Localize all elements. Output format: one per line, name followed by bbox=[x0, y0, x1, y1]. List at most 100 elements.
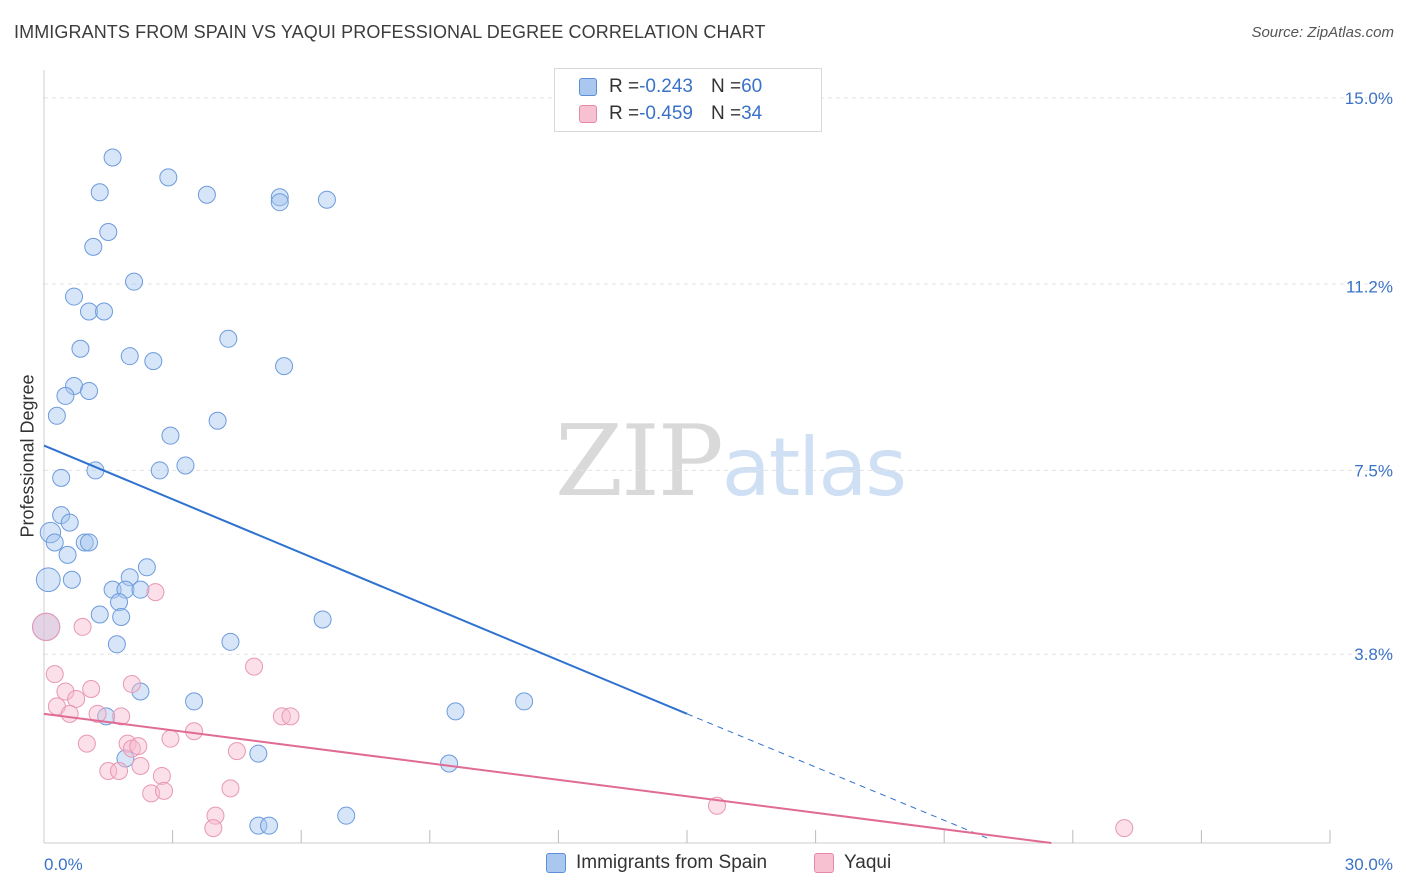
spain-point bbox=[440, 754, 459, 773]
y-tick-label: 7.5% bbox=[1354, 461, 1393, 480]
spain-point bbox=[45, 533, 64, 552]
legend-row-yaqui: R = -0.459 N = 34 bbox=[555, 100, 762, 128]
spain-trend-extension bbox=[686, 713, 988, 839]
spain-point bbox=[103, 148, 122, 167]
x-tick-label: 30.0% bbox=[1345, 855, 1393, 874]
spain-point bbox=[80, 302, 99, 321]
yaqui-point bbox=[146, 583, 165, 602]
legend-r-label: R = bbox=[609, 76, 640, 97]
yaqui-point bbox=[281, 707, 300, 726]
spain-point bbox=[208, 411, 227, 430]
spain-point bbox=[84, 237, 103, 256]
yaqui-point bbox=[32, 612, 61, 642]
series-label-yaqui: Yaqui bbox=[844, 852, 892, 873]
yaqui-point bbox=[112, 707, 131, 726]
series-legend-spain[interactable]: Immigrants from Spain bbox=[546, 852, 767, 874]
series-swatch-spain bbox=[546, 853, 566, 873]
yaqui-point bbox=[73, 617, 92, 636]
spain-point bbox=[62, 570, 81, 589]
spain-point bbox=[58, 545, 77, 564]
yaqui-point bbox=[129, 737, 148, 756]
watermark-atlas: atlas bbox=[721, 421, 907, 514]
spain-point bbox=[35, 567, 61, 593]
spain-point bbox=[144, 352, 163, 371]
spain-trend-line bbox=[43, 444, 688, 715]
yaqui-point bbox=[221, 779, 240, 798]
yaqui-point bbox=[88, 704, 107, 723]
yaqui-point bbox=[1115, 819, 1134, 838]
spain-point bbox=[120, 347, 139, 366]
legend-n-value: 60 bbox=[741, 76, 763, 97]
yaqui-point bbox=[60, 704, 79, 723]
spain-point bbox=[185, 692, 204, 711]
series-label-spain: Immigrants from Spain bbox=[576, 852, 768, 873]
spain-point bbox=[159, 168, 178, 187]
spain-point bbox=[99, 222, 118, 241]
yaqui-point bbox=[77, 734, 96, 753]
legend-row-spain: R = -0.243 N = 60 bbox=[555, 73, 762, 101]
spain-point bbox=[137, 558, 156, 577]
spain-point bbox=[125, 272, 144, 291]
yaqui-point bbox=[227, 742, 246, 761]
spain-point bbox=[176, 456, 195, 475]
spain-point bbox=[80, 381, 99, 400]
series-legend: Immigrants from Spain Yaqui bbox=[0, 852, 1406, 878]
spain-point bbox=[249, 816, 268, 835]
yaqui-point bbox=[56, 682, 75, 701]
spain-point bbox=[317, 190, 336, 209]
yaqui-point bbox=[82, 680, 101, 699]
yaqui-point bbox=[67, 689, 86, 708]
spain-point bbox=[112, 607, 131, 626]
yaqui-point bbox=[152, 766, 171, 785]
legend-swatch-spain bbox=[579, 78, 597, 96]
spain-point bbox=[80, 533, 99, 552]
series-swatch-yaqui bbox=[814, 853, 834, 873]
legend-n-label: N = bbox=[710, 103, 742, 124]
spain-point bbox=[446, 702, 465, 721]
yaqui-point bbox=[185, 722, 204, 741]
spain-point bbox=[95, 302, 114, 321]
spain-point bbox=[60, 513, 79, 532]
spain-point bbox=[249, 744, 268, 763]
spain-point bbox=[90, 183, 109, 202]
spain-point bbox=[219, 329, 238, 348]
correlation-legend: R = -0.243 N = 60 R = -0.459 N = 34 bbox=[554, 68, 822, 132]
spain-point bbox=[313, 610, 332, 629]
yaqui-point bbox=[122, 675, 141, 694]
spain-point bbox=[150, 461, 169, 480]
spain-point bbox=[161, 426, 180, 445]
zipatlas-watermark: ZIPatlas bbox=[555, 405, 907, 519]
spain-point bbox=[39, 521, 62, 544]
spain-point bbox=[270, 193, 289, 212]
y-tick-label: 11.2% bbox=[1346, 278, 1393, 297]
spain-point bbox=[260, 816, 279, 835]
legend-swatch-yaqui bbox=[579, 105, 597, 123]
chart-title: IMMIGRANTS FROM SPAIN VS YAQUI PROFESSIO… bbox=[14, 22, 766, 42]
spain-point bbox=[65, 287, 84, 306]
legend-r-value: -0.459 bbox=[639, 103, 693, 124]
y-axis-label: Professional Degree bbox=[17, 374, 38, 538]
yaqui-point bbox=[110, 761, 129, 780]
yaqui-point bbox=[204, 819, 223, 838]
spain-point bbox=[515, 692, 534, 711]
legend-r-label: R = bbox=[609, 103, 640, 124]
spain-point bbox=[131, 580, 150, 599]
yaqui-trend-line bbox=[43, 712, 1052, 844]
yaqui-point bbox=[131, 757, 150, 776]
y-tick-label: 3.8% bbox=[1354, 645, 1393, 664]
spain-point bbox=[71, 339, 90, 358]
yaqui-point bbox=[45, 665, 64, 684]
spain-point bbox=[107, 635, 126, 654]
yaqui-point bbox=[99, 761, 118, 780]
legend-n-value: 34 bbox=[741, 103, 763, 124]
spain-point bbox=[75, 533, 94, 552]
spain-point bbox=[56, 386, 75, 405]
spain-point bbox=[221, 632, 240, 651]
x-tick-label: 0.0% bbox=[44, 855, 83, 874]
yaqui-point bbox=[155, 781, 174, 800]
yaqui-point bbox=[161, 729, 180, 748]
legend-n-label: N = bbox=[710, 76, 742, 97]
series-legend-yaqui[interactable]: Yaqui bbox=[814, 852, 891, 874]
spain-point bbox=[337, 806, 356, 825]
